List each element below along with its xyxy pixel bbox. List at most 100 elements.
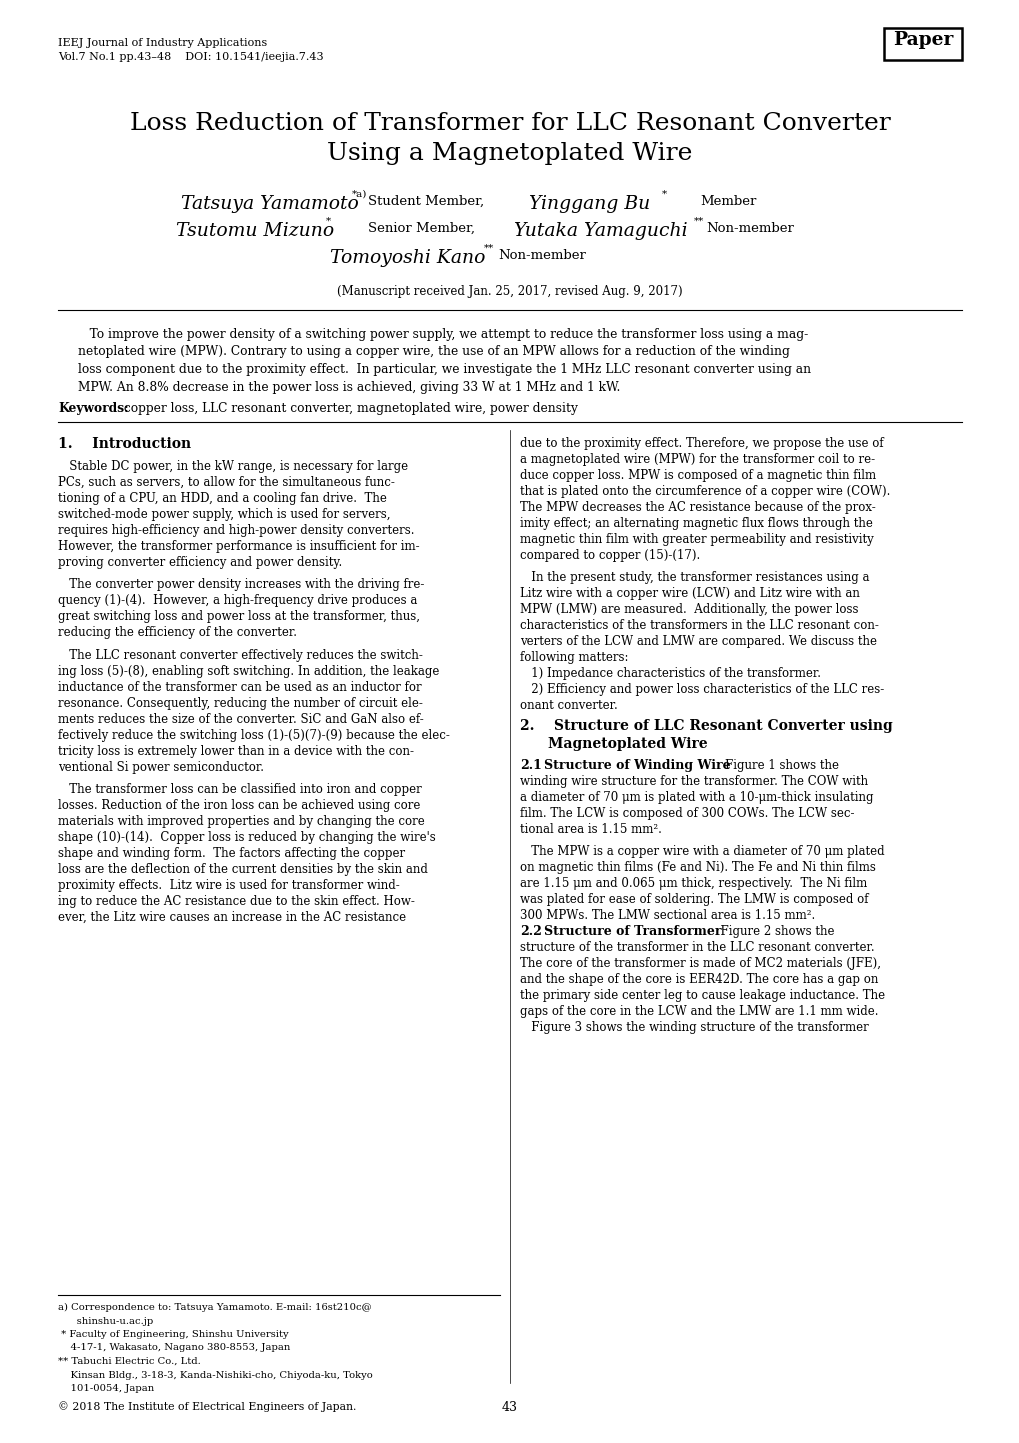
Text: 2) Efficiency and power loss characteristics of the LLC res-: 2) Efficiency and power loss characteris…	[520, 684, 883, 697]
Text: 1.    Introduction: 1. Introduction	[58, 437, 191, 452]
Text: inductance of the transformer can be used as an inductor for: inductance of the transformer can be use…	[58, 681, 421, 694]
Text: reducing the efficiency of the converter.: reducing the efficiency of the converter…	[58, 626, 297, 639]
Text: Paper: Paper	[892, 30, 952, 49]
Text: Litz wire with a copper wire (LCW) and Litz wire with an: Litz wire with a copper wire (LCW) and L…	[520, 587, 859, 600]
Text: are 1.15 μm and 0.065 μm thick, respectively.  The Ni film: are 1.15 μm and 0.065 μm thick, respecti…	[520, 877, 866, 890]
Text: Vol.7 No.1 pp.43–48    DOI: 10.1541/ieejia.7.43: Vol.7 No.1 pp.43–48 DOI: 10.1541/ieejia.…	[58, 52, 323, 62]
Text: ing loss (5)-(8), enabling soft switching. In addition, the leakage: ing loss (5)-(8), enabling soft switchin…	[58, 665, 439, 678]
Text: switched-mode power supply, which is used for servers,: switched-mode power supply, which is use…	[58, 508, 390, 521]
Text: great switching loss and power loss at the transformer, thus,: great switching loss and power loss at t…	[58, 610, 420, 623]
Text: *: *	[661, 190, 666, 199]
Text: Yutaka Yamaguchi: Yutaka Yamaguchi	[514, 222, 687, 240]
Text: IEEJ Journal of Industry Applications: IEEJ Journal of Industry Applications	[58, 38, 267, 48]
Text: Non-member: Non-member	[705, 222, 793, 235]
Text: 2.2: 2.2	[520, 925, 541, 938]
Text: Loss Reduction of Transformer for LLC Resonant Converter: Loss Reduction of Transformer for LLC Re…	[129, 113, 890, 136]
Text: ever, the Litz wire causes an increase in the AC resistance: ever, the Litz wire causes an increase i…	[58, 911, 406, 924]
Text: tricity loss is extremely lower than in a device with the con-: tricity loss is extremely lower than in …	[58, 745, 414, 758]
Text: To improve the power density of a switching power supply, we attempt to reduce t: To improve the power density of a switch…	[77, 328, 807, 341]
Text: due to the proximity effect. Therefore, we propose the use of: due to the proximity effect. Therefore, …	[520, 437, 882, 450]
Text: Tomoyoshi Kano: Tomoyoshi Kano	[330, 250, 485, 267]
Bar	[883, 27, 961, 61]
Text: Tatsuya Yamamoto: Tatsuya Yamamoto	[181, 195, 359, 214]
Text: 43: 43	[501, 1401, 518, 1414]
Text: MPW. An 8.8% decrease in the power loss is achieved, giving 33 W at 1 MHz and 1 : MPW. An 8.8% decrease in the power loss …	[77, 381, 620, 394]
Text: ** Tabuchi Electric Co., Ltd.: ** Tabuchi Electric Co., Ltd.	[58, 1356, 201, 1367]
Text: Figure 1 shows the: Figure 1 shows the	[709, 759, 839, 772]
Text: gaps of the core in the LCW and the LMW are 1.1 mm wide.: gaps of the core in the LCW and the LMW …	[520, 1004, 877, 1017]
Text: Structure of Transformer: Structure of Transformer	[543, 925, 720, 938]
Text: characteristics of the transformers in the LLC resonant con-: characteristics of the transformers in t…	[520, 619, 878, 632]
Text: magnetic thin film with greater permeability and resistivity: magnetic thin film with greater permeabi…	[520, 532, 873, 545]
Text: following matters:: following matters:	[520, 651, 628, 664]
Text: a) Correspondence to: Tatsuya Yamamoto. E-mail: 16st210c@: a) Correspondence to: Tatsuya Yamamoto. …	[58, 1303, 371, 1312]
Text: © 2018 The Institute of Electrical Engineers of Japan.: © 2018 The Institute of Electrical Engin…	[58, 1401, 356, 1411]
Text: duce copper loss. MPW is composed of a magnetic thin film: duce copper loss. MPW is composed of a m…	[520, 469, 875, 482]
Text: Kinsan Bldg., 3-18-3, Kanda-Nishiki-cho, Chiyoda-ku, Tokyo: Kinsan Bldg., 3-18-3, Kanda-Nishiki-cho,…	[58, 1371, 372, 1380]
Text: *: *	[326, 216, 331, 227]
Text: imity effect; an alternating magnetic flux flows through the: imity effect; an alternating magnetic fl…	[520, 517, 872, 530]
Text: Yinggang Bu: Yinggang Bu	[529, 195, 650, 214]
Text: was plated for ease of soldering. The LMW is composed of: was plated for ease of soldering. The LM…	[520, 893, 867, 906]
Text: PCs, such as servers, to allow for the simultaneous func-: PCs, such as servers, to allow for the s…	[58, 476, 394, 489]
Text: loss are the deflection of the current densities by the skin and: loss are the deflection of the current d…	[58, 863, 427, 876]
Text: *a): *a)	[352, 190, 367, 199]
Text: winding wire structure for the transformer. The COW with: winding wire structure for the transform…	[520, 775, 867, 788]
Text: Figure 3 shows the winding structure of the transformer: Figure 3 shows the winding structure of …	[520, 1022, 868, 1035]
Text: Stable DC power, in the kW range, is necessary for large: Stable DC power, in the kW range, is nec…	[58, 460, 408, 473]
Text: proving converter efficiency and power density.: proving converter efficiency and power d…	[58, 556, 342, 569]
Text: Senior Member,: Senior Member,	[368, 222, 475, 235]
Text: The MPW decreases the AC resistance because of the prox-: The MPW decreases the AC resistance beca…	[520, 501, 875, 514]
Text: copper loss, LLC resonant converter, magnetoplated wire, power density: copper loss, LLC resonant converter, mag…	[120, 403, 578, 416]
Text: resonance. Consequently, reducing the number of circuit ele-: resonance. Consequently, reducing the nu…	[58, 697, 423, 710]
Text: 101-0054, Japan: 101-0054, Japan	[58, 1384, 154, 1392]
Text: Using a Magnetoplated Wire: Using a Magnetoplated Wire	[327, 141, 692, 165]
Text: **: **	[484, 244, 494, 253]
Text: quency (1)-(4).  However, a high-frequency drive produces a: quency (1)-(4). However, a high-frequenc…	[58, 595, 417, 608]
Text: 4-17-1, Wakasato, Nagano 380-8553, Japan: 4-17-1, Wakasato, Nagano 380-8553, Japan	[58, 1343, 290, 1352]
Text: film. The LCW is composed of 300 COWs. The LCW sec-: film. The LCW is composed of 300 COWs. T…	[520, 808, 854, 821]
Text: ing to reduce the AC resistance due to the skin effect. How-: ing to reduce the AC resistance due to t…	[58, 895, 415, 908]
Text: tioning of a CPU, an HDD, and a cooling fan drive.  The: tioning of a CPU, an HDD, and a cooling …	[58, 492, 386, 505]
Text: loss component due to the proximity effect.  In particular, we investigate the 1: loss component due to the proximity effe…	[77, 364, 810, 377]
Text: Magnetoplated Wire: Magnetoplated Wire	[547, 737, 707, 752]
Text: (Manuscript received Jan. 25, 2017, revised Aug. 9, 2017): (Manuscript received Jan. 25, 2017, revi…	[337, 286, 682, 299]
Text: The core of the transformer is made of MC2 materials (JFE),: The core of the transformer is made of M…	[520, 957, 880, 970]
Text: requires high-efficiency and high-power density converters.: requires high-efficiency and high-power …	[58, 524, 414, 537]
Text: ments reduces the size of the converter. SiC and GaN also ef-: ments reduces the size of the converter.…	[58, 713, 423, 726]
Text: losses. Reduction of the iron loss can be achieved using core: losses. Reduction of the iron loss can b…	[58, 799, 420, 812]
Text: Member: Member	[699, 195, 756, 208]
Text: However, the transformer performance is insufficient for im-: However, the transformer performance is …	[58, 540, 419, 553]
Text: structure of the transformer in the LLC resonant converter.: structure of the transformer in the LLC …	[520, 941, 873, 954]
Text: The converter power density increases with the driving fre-: The converter power density increases wi…	[58, 579, 424, 592]
Text: a diameter of 70 μm is plated with a 10-μm-thick insulating: a diameter of 70 μm is plated with a 10-…	[520, 791, 872, 804]
Text: verters of the LCW and LMW are compared. We discuss the: verters of the LCW and LMW are compared.…	[520, 635, 876, 648]
Text: **: **	[693, 216, 703, 227]
Text: 1) Impedance characteristics of the transformer.: 1) Impedance characteristics of the tran…	[520, 668, 820, 681]
Text: proximity effects.  Litz wire is used for transformer wind-: proximity effects. Litz wire is used for…	[58, 879, 399, 892]
Text: onant converter.: onant converter.	[520, 700, 618, 713]
Text: Non-member: Non-member	[497, 250, 585, 263]
Text: The transformer loss can be classified into iron and copper: The transformer loss can be classified i…	[58, 784, 421, 797]
Text: The MPW is a copper wire with a diameter of 70 μm plated: The MPW is a copper wire with a diameter…	[520, 846, 883, 859]
Text: tional area is 1.15 mm².: tional area is 1.15 mm².	[520, 824, 661, 837]
Text: netoplated wire (MPW). Contrary to using a copper wire, the use of an MPW allows: netoplated wire (MPW). Contrary to using…	[77, 345, 789, 358]
Text: * Faculty of Engineering, Shinshu University: * Faculty of Engineering, Shinshu Univer…	[58, 1330, 288, 1339]
Text: 2.    Structure of LLC Resonant Converter using: 2. Structure of LLC Resonant Converter u…	[520, 720, 892, 733]
Text: the primary side center leg to cause leakage inductance. The: the primary side center leg to cause lea…	[520, 988, 884, 1001]
Text: The LLC resonant converter effectively reduces the switch-: The LLC resonant converter effectively r…	[58, 649, 423, 662]
Text: Structure of Winding Wire: Structure of Winding Wire	[543, 759, 730, 772]
Text: 300 MPWs. The LMW sectional area is 1.15 mm².: 300 MPWs. The LMW sectional area is 1.15…	[520, 909, 814, 922]
Text: materials with improved properties and by changing the core: materials with improved properties and b…	[58, 815, 424, 828]
Text: a magnetoplated wire (MPW) for the transformer coil to re-: a magnetoplated wire (MPW) for the trans…	[520, 453, 874, 466]
Text: Keywords:: Keywords:	[58, 403, 128, 416]
Text: Student Member,: Student Member,	[368, 195, 484, 208]
Text: Tsutomu Mizuno: Tsutomu Mizuno	[175, 222, 334, 240]
Text: ventional Si power semiconductor.: ventional Si power semiconductor.	[58, 760, 264, 773]
Text: that is plated onto the circumference of a copper wire (COW).: that is plated onto the circumference of…	[520, 485, 890, 498]
Text: MPW (LMW) are measured.  Additionally, the power loss: MPW (LMW) are measured. Additionally, th…	[520, 603, 858, 616]
Text: fectively reduce the switching loss (1)-(5)(7)-(9) because the elec-: fectively reduce the switching loss (1)-…	[58, 729, 449, 742]
Text: shape and winding form.  The factors affecting the copper: shape and winding form. The factors affe…	[58, 847, 405, 860]
Text: shinshu-u.ac.jp: shinshu-u.ac.jp	[58, 1316, 153, 1326]
Text: In the present study, the transformer resistances using a: In the present study, the transformer re…	[520, 571, 868, 584]
